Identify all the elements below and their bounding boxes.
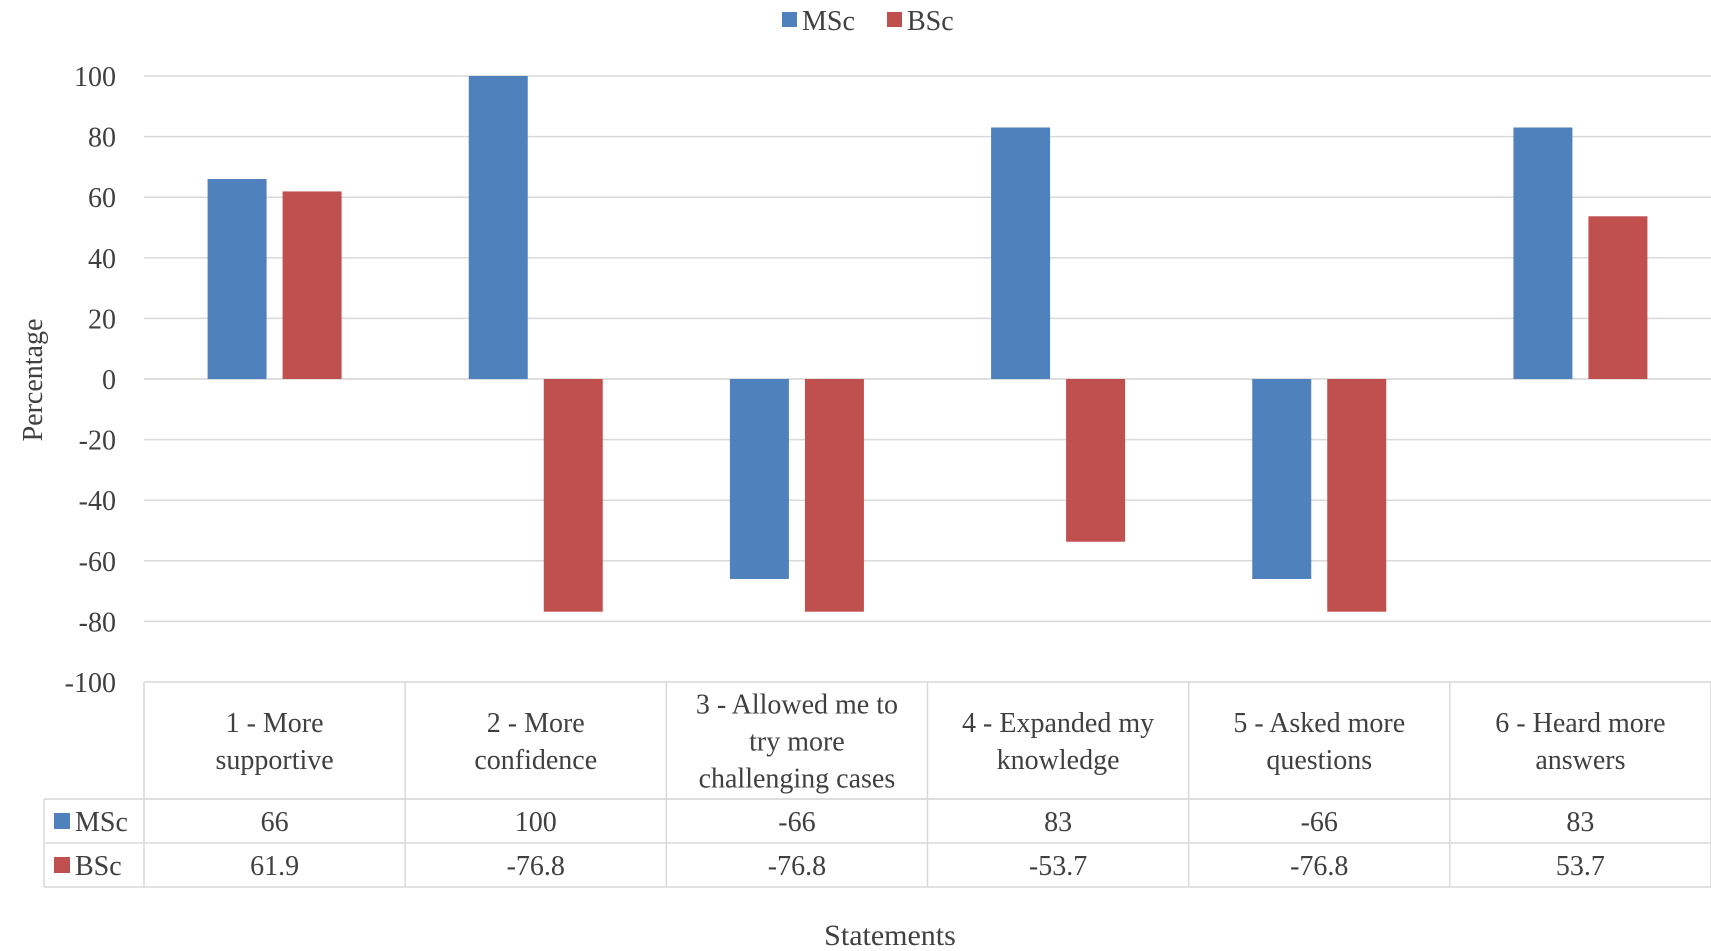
y-axis-ticks: 100 80 60 40 20 0 -20 -40 -60 -80 -100 bbox=[65, 62, 116, 699]
table-cell-value: 100 bbox=[515, 807, 557, 838]
y-tick-label: 20 bbox=[88, 304, 116, 335]
y-tick-label: 80 bbox=[88, 123, 116, 154]
category-label-line: 4 - Expanded my bbox=[962, 708, 1154, 739]
table-cell-value: -76.8 bbox=[507, 851, 565, 882]
y-tick-label: 40 bbox=[88, 244, 116, 275]
table-cell-value: -53.7 bbox=[1029, 851, 1087, 882]
table-row-swatch bbox=[54, 857, 70, 873]
bar-msc-1 bbox=[207, 179, 267, 379]
category-label-line: 1 - More bbox=[226, 708, 324, 739]
table-row-label: BSc bbox=[75, 851, 122, 882]
category-label-line: 3 - Allowed me to bbox=[696, 690, 898, 721]
bar-bsc-5 bbox=[1327, 379, 1387, 612]
legend-label: BSc bbox=[907, 6, 954, 37]
bar-msc-3 bbox=[729, 379, 789, 579]
y-tick-label: -60 bbox=[79, 547, 116, 578]
bar-msc-5 bbox=[1252, 379, 1312, 579]
y-tick-label: 100 bbox=[74, 62, 116, 93]
category-label: 2 - More confidence bbox=[474, 708, 597, 776]
y-tick-label: 0 bbox=[102, 365, 116, 396]
x-axis-label: Statements bbox=[824, 919, 956, 951]
category-label: 1 - More supportive bbox=[215, 708, 333, 776]
category-label-line: answers bbox=[1535, 745, 1625, 776]
bar-msc-6 bbox=[1513, 127, 1573, 379]
category-label: 6 - Heard more answers bbox=[1495, 708, 1665, 776]
legend-label: MSc bbox=[802, 6, 855, 37]
bar-msc-2 bbox=[468, 76, 528, 379]
table-cell-value: -76.8 bbox=[768, 851, 826, 882]
y-tick-label: -80 bbox=[79, 607, 116, 638]
legend-item-bsc: BSc bbox=[887, 6, 954, 37]
legend-item-msc: MSc bbox=[782, 6, 855, 37]
table-cell-value: -66 bbox=[1301, 807, 1338, 838]
table-cell-value: -66 bbox=[778, 807, 815, 838]
category-label: 4 - Expanded my knowledge bbox=[962, 708, 1154, 776]
category-label-line: try more bbox=[749, 727, 845, 758]
bar-bsc-1 bbox=[282, 191, 342, 379]
bar-bsc-2 bbox=[543, 379, 603, 612]
y-tick-label: 60 bbox=[88, 183, 116, 214]
table-cell-value: 66 bbox=[261, 807, 289, 838]
category-label-line: knowledge bbox=[997, 745, 1120, 776]
table-row-swatch bbox=[54, 813, 70, 829]
legend-swatch bbox=[782, 12, 797, 27]
table-row-label: MSc bbox=[75, 807, 128, 838]
data-table: 1 - More supportive 2 - More confidence 3 - … bbox=[43, 682, 1711, 888]
bar-bsc-6 bbox=[1588, 216, 1648, 379]
legend: MSc BSc bbox=[782, 6, 954, 37]
category-label: 5 - Asked more questions bbox=[1233, 708, 1405, 776]
bar-bsc-4 bbox=[1066, 379, 1126, 542]
table-row-msc: MSc 66 100 -66 83 -66 83 bbox=[54, 807, 1594, 838]
y-tick-label: -40 bbox=[79, 486, 116, 517]
table-cell-value: 53.7 bbox=[1556, 851, 1605, 882]
bar-msc-4 bbox=[991, 127, 1051, 379]
category-label: 3 - Allowed me to try more challenging cas… bbox=[696, 690, 898, 795]
y-axis-label: Percentage bbox=[18, 319, 49, 442]
bars bbox=[207, 76, 1648, 612]
legend-swatch bbox=[887, 12, 902, 27]
y-tick-label: -100 bbox=[65, 668, 116, 699]
table-cell-value: 83 bbox=[1566, 807, 1594, 838]
category-label-line: 2 - More bbox=[487, 708, 585, 739]
table-cell-value: -76.8 bbox=[1290, 851, 1348, 882]
table-cell-value: 83 bbox=[1044, 807, 1072, 838]
category-label-line: 5 - Asked more bbox=[1233, 708, 1405, 739]
category-label-line: challenging cases bbox=[699, 764, 896, 795]
table-cell-value: 61.9 bbox=[250, 851, 299, 882]
table-row-bsc: BSc 61.9 -76.8 -76.8 -53.7 -76.8 53.7 bbox=[54, 851, 1605, 882]
category-label-line: confidence bbox=[474, 745, 597, 776]
gridlines bbox=[144, 75, 1711, 683]
category-label-line: 6 - Heard more bbox=[1495, 708, 1665, 739]
category-label-line: questions bbox=[1266, 745, 1372, 776]
category-label-line: supportive bbox=[215, 745, 333, 776]
y-tick-label: -20 bbox=[79, 426, 116, 457]
bar-bsc-3 bbox=[804, 379, 864, 612]
